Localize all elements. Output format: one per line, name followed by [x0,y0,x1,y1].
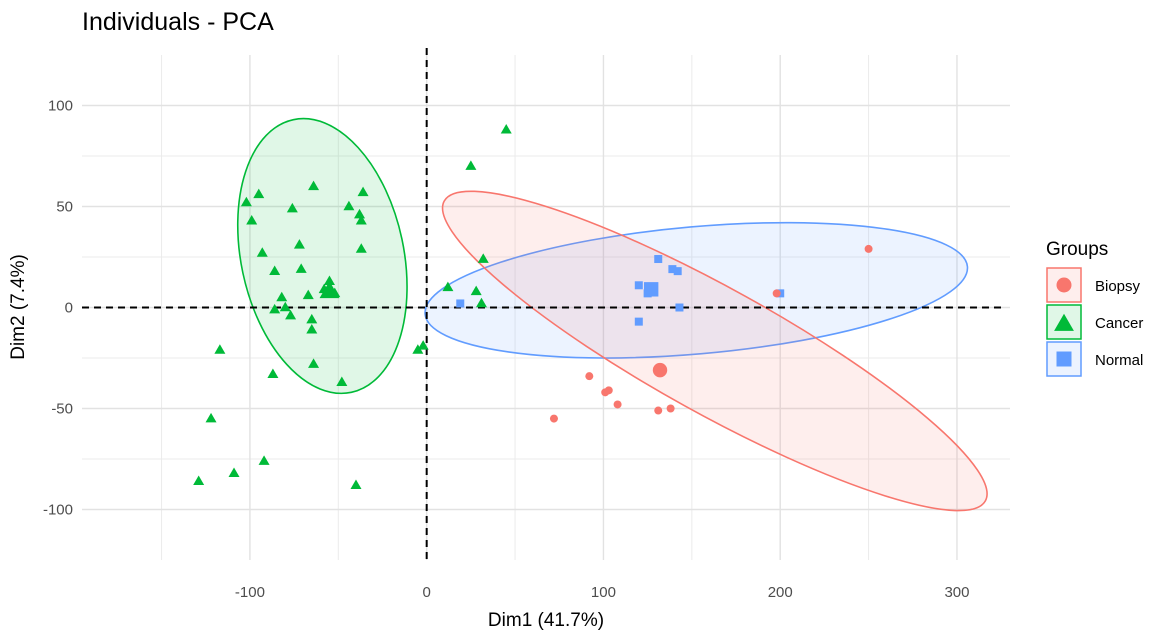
cancer-point [295,263,307,273]
biopsy-point [654,406,663,415]
x-tick-label: 100 [591,584,616,601]
y-tick-label: -50 [51,401,73,418]
cancer-point [355,214,367,225]
cancer-point [258,455,270,465]
y-tick-label: 100 [48,98,73,115]
cancer-point [228,467,240,477]
cancer-point [205,412,217,423]
x-tick-label: 0 [423,584,431,601]
cancer-point [475,297,487,308]
ellipse-biopsy [441,190,988,512]
x-axis-title: Dim1 (41.7%) [488,610,604,631]
y-tick-label: 0 [65,300,73,317]
cancer-point [308,180,320,191]
cancer-point [354,208,366,219]
cancer-point [279,301,291,312]
biopsy-point [666,404,675,413]
cancer-point [253,188,265,199]
biopsy-point [549,414,558,423]
normal-point [673,267,682,276]
legend-label-biopsy: Biopsy [1095,278,1141,295]
cancer-point [293,239,305,249]
cancer-point [302,289,314,300]
cancer-point [323,275,335,286]
cancer-point [500,124,512,134]
x-tick-label: 200 [768,584,793,601]
confidence-ellipses [236,117,988,512]
cancer-point [267,368,279,378]
legend-label-cancer: Cancer [1095,315,1143,332]
y-tick-label: -100 [43,502,73,519]
cancer-point [269,303,281,314]
normal-point [654,255,663,264]
cancer-point [246,214,258,225]
legend-marker-normal [1056,351,1072,367]
x-tick-label: 300 [944,584,969,601]
cancer-point [465,160,477,170]
cancer-point [306,313,318,324]
normal-point [675,303,684,312]
legend-marker-biopsy [1056,277,1072,293]
legend-title: Groups [1046,239,1108,260]
cancer-point [256,247,268,257]
normal-point [456,299,465,308]
cancer-point [442,281,454,292]
cancer-point [412,344,424,354]
normal-point [668,265,677,274]
cancer-point [285,309,297,320]
chart-title: Individuals - PCA [82,8,274,36]
cancer-point [336,376,348,387]
legend-label-normal: Normal [1095,352,1143,369]
normal-point [634,281,643,290]
cancer-point [355,243,367,253]
cancer-point [214,344,226,354]
cancer-point [417,340,429,350]
cancer-point [286,202,298,213]
biopsy-point [601,388,610,397]
legend-marker-cancer [1054,313,1074,331]
data-points [193,124,873,490]
ellipse-cancer [236,117,408,395]
x-tick-label: -100 [235,584,265,601]
cancer-point [240,196,252,207]
reference-lines [82,48,1005,560]
cancer-point [357,186,369,197]
cancer-point [477,253,489,263]
tick-labels: -100 0 100 200 300 -100 -50 0 50 100 [43,98,970,602]
y-axis-title: Dim2 (7.4%) [8,254,29,360]
biopsy-point [585,372,594,381]
cancer-point [343,200,355,211]
y-tick-label: 50 [56,199,73,216]
legend: Groups Biopsy Cancer Normal [1046,239,1143,377]
normal-centroid [643,282,659,297]
biopsy-point [772,289,781,298]
cancer-point [193,475,205,486]
ellipse-normal [424,221,969,359]
cancer-point [276,291,288,302]
cancer-point [269,265,281,275]
normal-point [634,317,643,326]
cancer-point [306,324,318,334]
biopsy-point [864,244,873,253]
biopsy-point [613,400,622,409]
cancer-point [308,358,320,368]
cancer-point [470,285,482,296]
biopsy-centroid [652,362,668,378]
cancer-point [350,479,362,490]
cancer-centroid [319,281,340,299]
